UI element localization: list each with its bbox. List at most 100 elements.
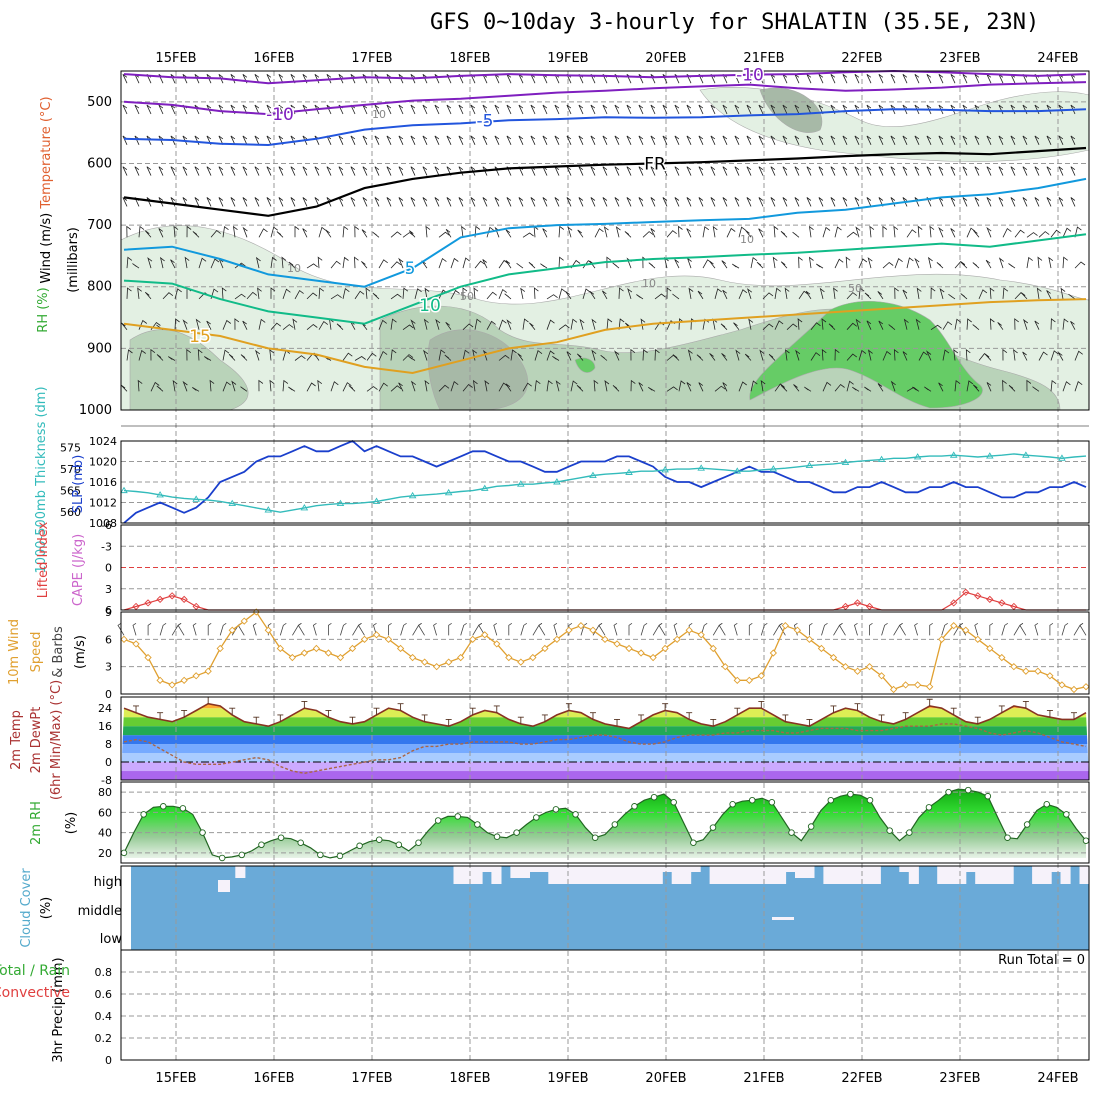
wind-barb [989, 287, 995, 299]
wind-barb [318, 226, 327, 238]
thickness-tick-label: 560 [60, 506, 81, 519]
wind-barb [972, 324, 980, 331]
cloud-clear-gap [1041, 866, 1052, 884]
wind-barb [770, 104, 776, 115]
wind-barb [834, 258, 844, 269]
isotherm-label: FR [644, 154, 666, 174]
wind-barb [266, 197, 272, 207]
wind-barb [698, 104, 704, 115]
pressure-tick-label: 900 [87, 341, 112, 356]
wind-barb [793, 384, 800, 392]
wind-barb-10m [838, 623, 846, 636]
wind-barb [822, 381, 832, 392]
wind-barb [866, 166, 872, 176]
cloud-clear-gap [576, 866, 587, 884]
wind-barb [698, 135, 704, 145]
wind-barb [182, 197, 188, 207]
wind-barb [554, 135, 560, 145]
wind-barb [170, 73, 176, 84]
wind-barb-10m [1001, 623, 1009, 636]
wind-barb [854, 197, 860, 207]
wind-barb [522, 232, 534, 238]
wind-barb [255, 349, 261, 361]
x-tick-top-label: 21FEB [743, 51, 784, 66]
lifted-index-point [998, 599, 1006, 607]
cloud-clear-gap [463, 866, 474, 884]
thickness-point [336, 499, 345, 507]
wind-barb [158, 228, 164, 238]
isotherm-label: 15 [189, 327, 211, 347]
wind-barb-10m [821, 623, 828, 636]
wind-barb-10m [974, 623, 979, 636]
wind-barb [846, 231, 858, 238]
wind-barb [288, 386, 296, 392]
wind-barb [654, 321, 665, 330]
temp-minmax-bar [325, 710, 332, 718]
wind-barb [269, 379, 275, 392]
wind-barb [450, 257, 459, 269]
wind-barb [486, 291, 497, 300]
wind-barb [602, 104, 608, 115]
wind-barb [510, 349, 517, 361]
wind-barb [594, 228, 604, 238]
wind-barb [650, 228, 656, 238]
wind-barb [423, 349, 429, 361]
wind-barb [1050, 379, 1057, 392]
wind-barb [234, 293, 246, 300]
wind-barb-10m [718, 623, 726, 636]
wind-barb [650, 135, 656, 145]
wind-barb [422, 166, 428, 176]
wind-barb [446, 104, 452, 115]
wind-barb [640, 318, 646, 330]
wind-barb [318, 321, 329, 330]
wind-barb [797, 318, 803, 330]
wind-barb [576, 384, 584, 392]
wind-barb [902, 289, 908, 300]
wind-barb [890, 166, 896, 176]
wind-barb [890, 73, 896, 84]
wind-barb [218, 73, 224, 84]
wind-barb [612, 262, 620, 269]
wind-speed-point [685, 626, 693, 634]
wind-barb [1008, 384, 1016, 392]
cloud-clear-gap [772, 917, 794, 920]
wind-barb [808, 256, 814, 269]
wind-barb [834, 348, 840, 361]
wind-barb [735, 349, 741, 361]
thickness-tick-label: 570 [60, 463, 81, 476]
wind-barb [546, 380, 553, 392]
temp-minmax-bar [205, 696, 212, 704]
wind-barb [878, 73, 884, 84]
wind-speed-point [697, 631, 705, 639]
thickness-ylabel-part: 1000-500mb Thickness (dm) [34, 386, 49, 573]
thickness-point [877, 455, 886, 463]
wind-barb [170, 166, 176, 176]
wind-barb [926, 350, 932, 361]
panel-frame [120, 696, 1090, 781]
wind-barb [626, 104, 632, 115]
wind-barb [978, 289, 988, 300]
wind-barb [424, 287, 430, 299]
wind-barb-10m [538, 623, 546, 636]
x-tick-bottom-label: 23FEB [939, 1071, 980, 1086]
wind-barb [182, 73, 188, 84]
rh-point [454, 813, 462, 820]
rh-point [964, 786, 972, 794]
wind-barb [997, 322, 1004, 330]
wind-barb-10m [433, 623, 437, 636]
wind-barb [134, 104, 140, 115]
wind-barb [314, 135, 320, 145]
wind-barb [254, 104, 260, 115]
wind-barb [666, 386, 678, 392]
wind-barb [402, 324, 414, 331]
isotherm-line [123, 69, 1087, 85]
cloud-clear-gap [472, 866, 483, 884]
wind-barb [924, 386, 932, 392]
wind-barb [1050, 350, 1059, 361]
wind-barb [306, 382, 316, 392]
rh-contour-label: 10 [740, 233, 754, 246]
wind-barb [590, 197, 596, 207]
wind-barb [254, 135, 260, 145]
wind-barb [474, 260, 485, 269]
wind-barb [422, 197, 428, 207]
